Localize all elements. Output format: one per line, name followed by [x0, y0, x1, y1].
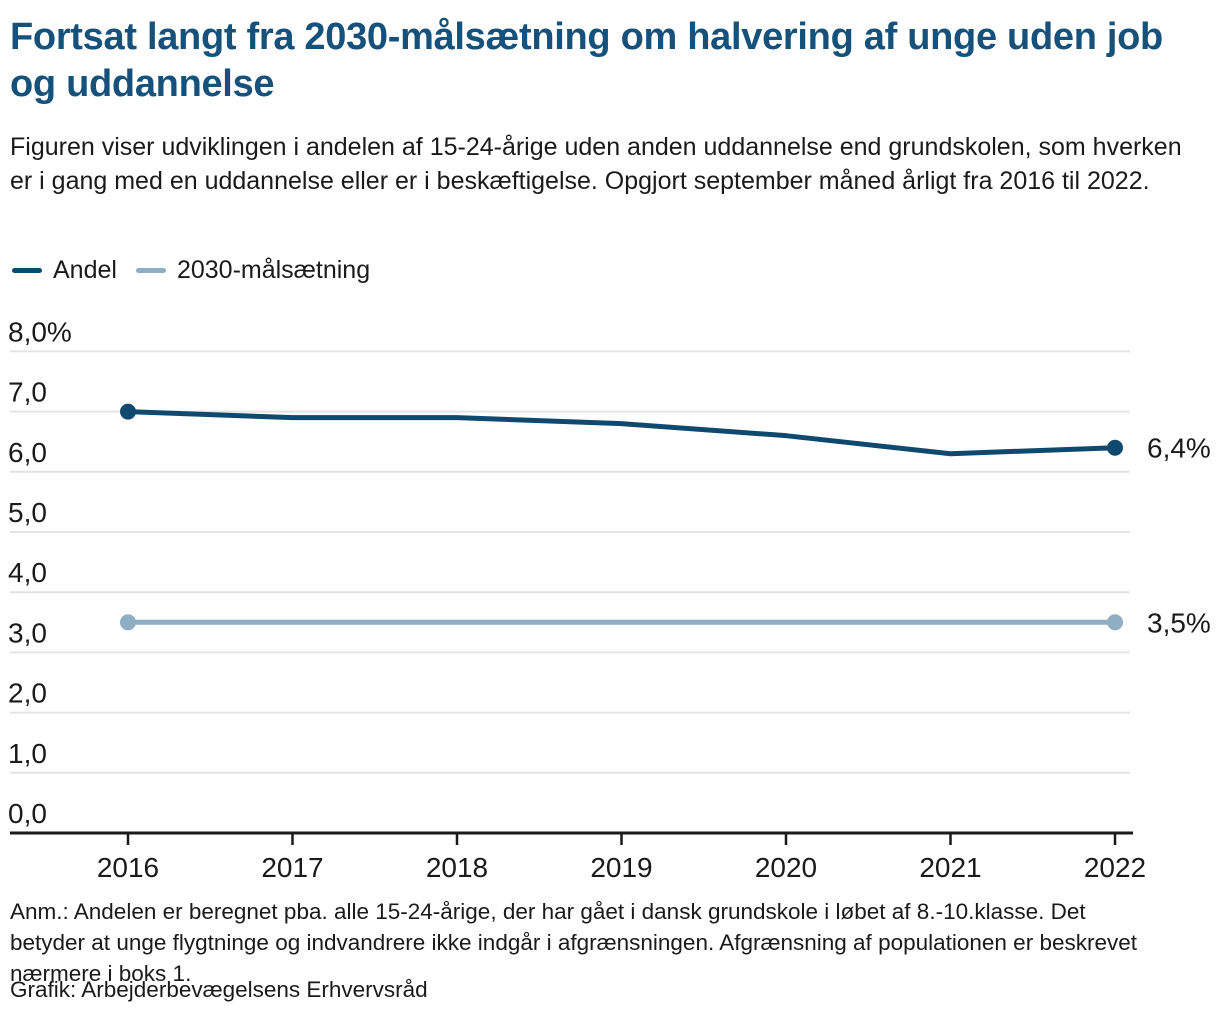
gridlines	[10, 350, 1130, 774]
y-tick-label: 4,0	[8, 557, 47, 588]
legend-item-andel: Andel	[12, 256, 117, 285]
x-tick-label: 2017	[261, 852, 323, 883]
x-tick-label: 2022	[1084, 852, 1146, 883]
chart-subtitle: Figuren viser udviklingen i andelen af 1…	[10, 133, 1182, 195]
chart-legend: Andel 2030-målsætning	[12, 256, 370, 285]
y-axis-labels: 8,0% 7,0 6,0 5,0 4,0 3,0 2,0 1,0 0,0	[8, 316, 72, 829]
y-tick-label: 7,0	[8, 377, 47, 408]
footnote: Anm.: Andelen er beregnet pba. alle 15-2…	[10, 899, 1137, 986]
y-tick-label: 5,0	[8, 497, 47, 528]
data-point-dot	[1107, 614, 1123, 631]
x-tick-label: 2021	[919, 852, 981, 883]
legend-label-andel: Andel	[53, 256, 117, 284]
series-andel: 6,4%	[120, 403, 1211, 464]
data-point-dot	[120, 403, 136, 420]
y-tick-label: 0,0	[8, 798, 47, 829]
source-credit: Grafik: Arbejderbevægelsens Erhvervsråd	[10, 977, 428, 1002]
y-tick-label: 6,0	[8, 437, 47, 468]
legend-label-maalsaetning: 2030-målsætning	[176, 256, 371, 284]
series-2030-m-ls-tning: 3,5%	[120, 607, 1211, 638]
x-axis: 2016 2017 2018 2019 2020 2021 2022	[10, 831, 1146, 883]
data-point-dot	[1107, 439, 1123, 456]
line-chart: 8,0% 7,0 6,0 5,0 4,0 3,0 2,0 1,0 0,0 2016 2017 2018…	[0, 316, 1220, 900]
legend-dash-andel-icon	[12, 268, 42, 273]
data-point-dot	[120, 614, 136, 631]
line-chart-svg: 8,0% 7,0 6,0 5,0 4,0 3,0 2,0 1,0 0,0 2016 2017 2018…	[8, 316, 1211, 883]
y-tick-label: 3,0	[8, 617, 47, 648]
y-tick-label: 8,0%	[8, 320, 72, 347]
page-title: Fortsat langt fra 2030-målsætning om hal…	[10, 16, 1163, 105]
y-tick-label: 2,0	[8, 678, 47, 709]
x-tick-label: 2020	[755, 852, 817, 883]
x-tick-label: 2016	[97, 852, 159, 883]
legend-dash-maalsaetning-icon	[135, 268, 166, 273]
y-tick-label: 1,0	[8, 738, 47, 769]
x-tick-label: 2018	[426, 852, 488, 883]
legend-item-maalsaetning: 2030-målsætning	[135, 256, 371, 285]
series-line	[125, 409, 1118, 457]
series-end-label: 6,4%	[1147, 433, 1211, 464]
x-tick-label: 2019	[590, 852, 652, 883]
series-end-label: 3,5%	[1147, 607, 1211, 638]
